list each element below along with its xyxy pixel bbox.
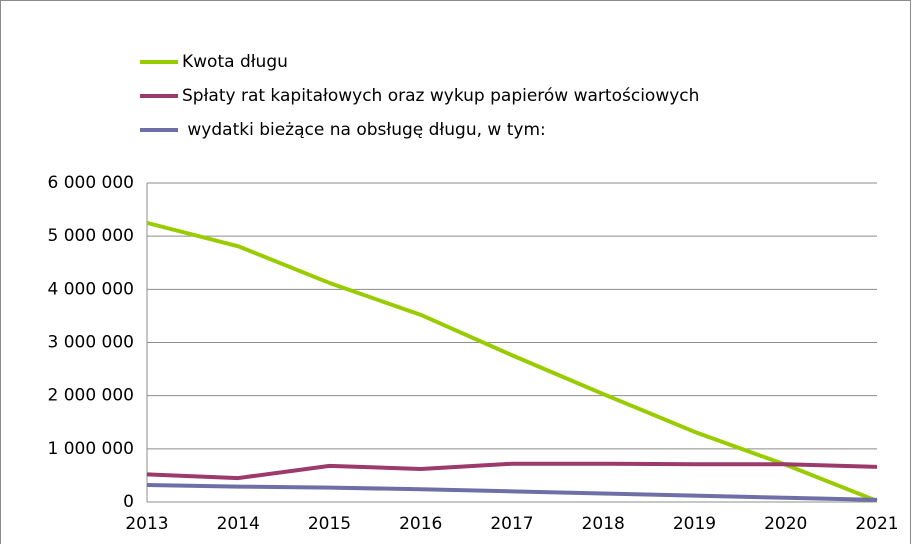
legend-label: Spłaty rat kapitałowych oraz wykup papie… xyxy=(182,86,699,106)
x-tick-label: 2013 xyxy=(125,514,168,534)
series-line xyxy=(146,220,878,503)
x-tick-label: 2018 xyxy=(582,514,625,534)
x-tick-label: 2021 xyxy=(855,514,898,534)
x-tick-label: 2017 xyxy=(490,514,533,534)
series-line xyxy=(146,482,878,502)
x-tick-label: 2014 xyxy=(217,514,260,534)
x-tick-label: 2019 xyxy=(673,514,716,534)
y-tick-label: 3 000 000 xyxy=(47,333,134,353)
y-tick-label: 6 000 000 xyxy=(47,173,134,193)
y-tick-label: 1 000 000 xyxy=(47,439,134,459)
y-tick-label: 0 xyxy=(123,492,134,512)
legend-label: Kwota długu xyxy=(182,52,288,72)
x-tick-label: 2015 xyxy=(308,514,351,534)
y-tick-label: 4 000 000 xyxy=(47,279,134,299)
y-tick-label: 2 000 000 xyxy=(47,386,134,406)
series-line xyxy=(146,461,878,481)
x-tick-label: 2016 xyxy=(399,514,442,534)
y-tick-label: 5 000 000 xyxy=(47,226,134,246)
legend-label: wydatki bieżące na obsługę długu, w tym: xyxy=(182,120,546,140)
x-tick-label: 2020 xyxy=(764,514,807,534)
